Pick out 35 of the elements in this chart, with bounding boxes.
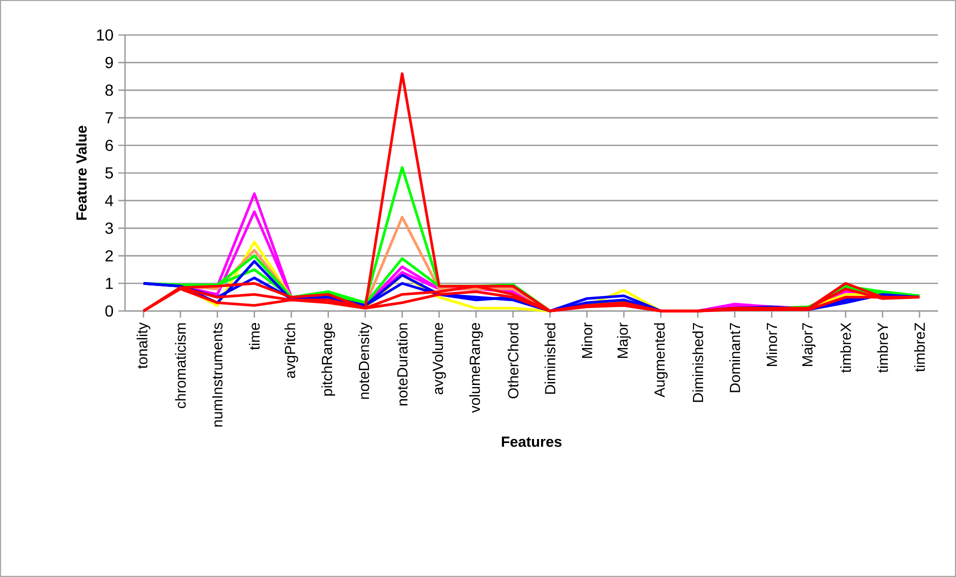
x-tick-label: volumeRange [469,323,483,413]
x-tick-label: Minor [582,322,592,358]
x-tick-label: Diminished [544,323,556,394]
y-tick-label: 0 [105,305,114,317]
x-tick-label: timbreX [840,322,852,373]
y-tick-label: 6 [106,140,113,152]
y-tick-label: 9 [105,56,113,68]
x-tick-label: Dominant7 [729,323,740,392]
x-axis-title: Features [502,436,562,447]
x-tick-label: tonality [136,322,150,369]
x-tick-label: time [248,323,260,350]
x-tick-label: noteDuration [396,323,408,406]
x-tick-label: avgVolume [432,323,446,394]
x-tick-label: noteDensity [358,322,372,399]
y-tick-label: 8 [105,84,113,96]
y-tick-label: 5 [105,167,113,179]
x-tick-label: numInstruments [212,322,223,427]
x-tick-label: OtherChord [508,323,518,398]
x-tick-label: Major7 [802,323,816,366]
x-tick-label: Augmented [654,323,668,398]
y-tick-label: 3 [105,222,113,234]
x-tick-label: Major [617,322,631,358]
x-tick-label: timbreY [877,322,888,373]
x-tick-label: avgPitch [284,323,298,378]
y-tick-label: 1 [106,278,113,289]
x-tick-label: Diminished7 [692,323,704,402]
y-axis-title: Feature Value [76,126,87,220]
y-tick-label: 10 [97,29,114,41]
y-tick-label: 2 [106,250,113,262]
x-tick-label: pitchRange [321,323,336,396]
x-tick-label: chromaticism [175,323,186,408]
x-tick-label: timbreZ [914,322,925,372]
x-tick-label: Minor7 [766,323,778,366]
y-tick-label: 4 [105,195,114,206]
y-tick-label: 7 [106,112,113,124]
